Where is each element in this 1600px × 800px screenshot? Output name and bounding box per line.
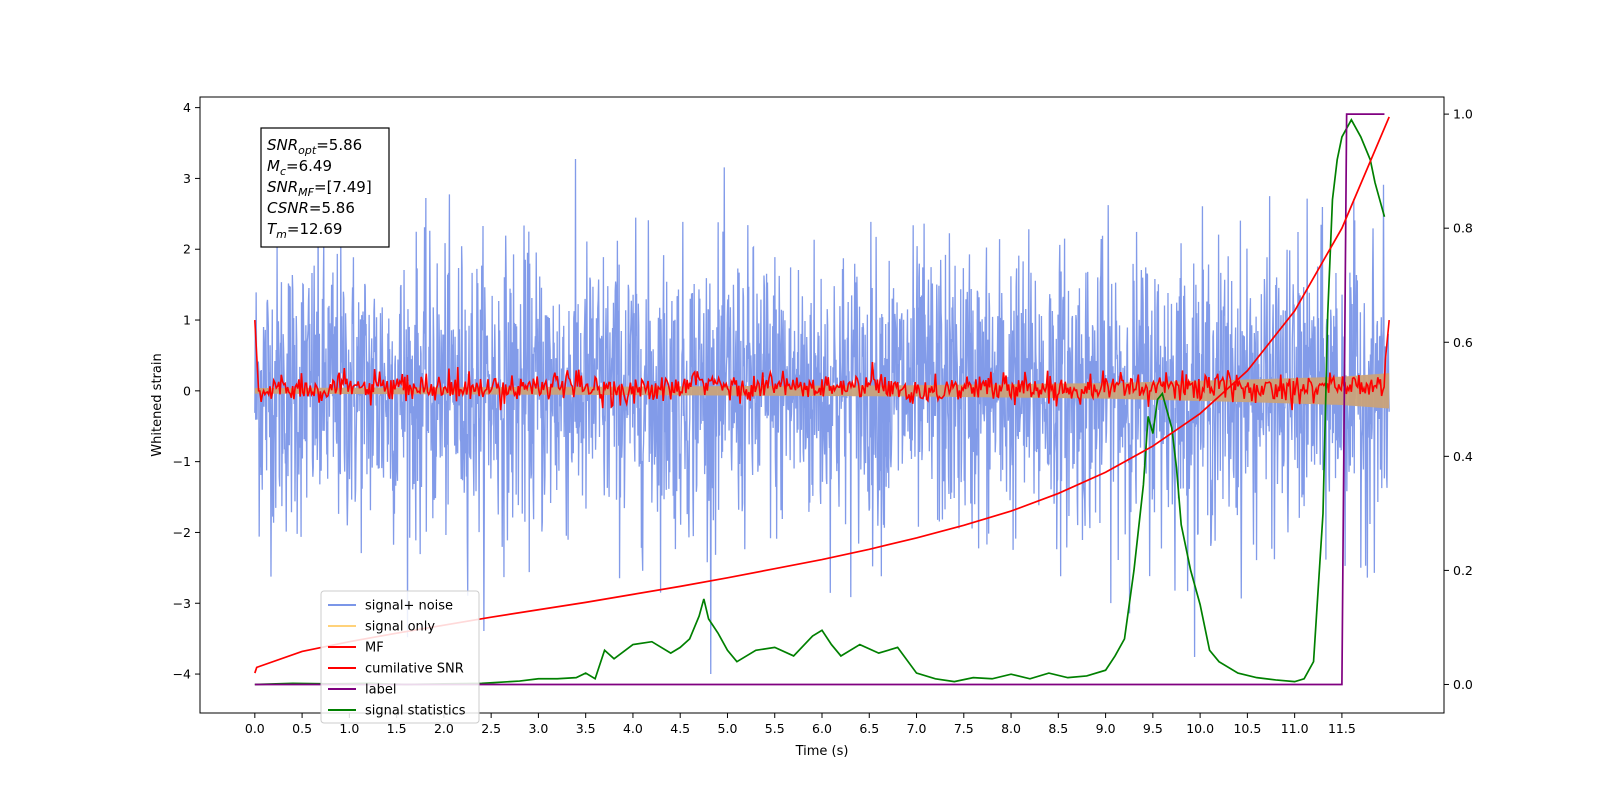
y-tick-label-left: 4 — [183, 100, 191, 115]
x-tick-label: 4.0 — [623, 721, 643, 736]
annotation-line: SNRMF=[7.49] — [267, 178, 372, 199]
y-axis-label: Whitened strain — [150, 353, 165, 456]
x-tick-label: 9.0 — [1096, 721, 1116, 736]
y-tick-label-right: 1.0 — [1453, 107, 1473, 122]
annotation-line: CSNR=5.86 — [267, 199, 355, 217]
annotation-line: SNRopt=5.86 — [267, 136, 362, 157]
legend-label: signal+ noise — [365, 599, 453, 614]
x-tick-label: 3.5 — [576, 721, 596, 736]
x-tick-label: 6.5 — [859, 721, 879, 736]
x-tick-label: 11.5 — [1328, 721, 1356, 736]
y-tick-label-left: −4 — [173, 667, 191, 682]
x-tick-label: 8.0 — [1001, 721, 1021, 736]
y-tick-label-left: −2 — [173, 525, 191, 540]
y-tick-label-left: 3 — [183, 171, 191, 186]
annotation-line: Tm=12.69 — [267, 220, 342, 241]
series-label — [254, 113, 1385, 686]
legend-label: cumilative SNR — [365, 662, 464, 677]
x-tick-label: 5.0 — [718, 721, 738, 736]
y-tick-label-right: 0.2 — [1453, 563, 1473, 578]
x-tick-label: 10.5 — [1233, 721, 1261, 736]
x-tick-label: 0.5 — [292, 721, 312, 736]
y-tick-label-left: −3 — [173, 596, 191, 611]
y-tick-label-right: 0.0 — [1453, 677, 1473, 692]
y-tick-label-right: 0.8 — [1453, 221, 1473, 236]
x-tick-label: 0.0 — [245, 721, 265, 736]
annotation-line: Mc=6.49 — [267, 157, 332, 178]
x-tick-label: 7.0 — [907, 721, 927, 736]
x-tick-label: 1.5 — [387, 721, 407, 736]
legend-label: label — [365, 683, 396, 698]
y-tick-label-left: −1 — [173, 454, 191, 469]
legend: signal+ noise signal only MF cumilative SNR… — [320, 590, 480, 724]
series-mf — [254, 319, 1390, 411]
x-tick-label: 11.0 — [1281, 721, 1309, 736]
x-tick-label: 10.0 — [1186, 721, 1214, 736]
y-tick-label-left: 1 — [183, 313, 191, 328]
x-tick-label: 5.5 — [765, 721, 785, 736]
x-tick-label: 2.5 — [481, 721, 501, 736]
y-tick-label-left: 0 — [183, 383, 191, 398]
x-tick-label: 4.5 — [670, 721, 690, 736]
x-axis-label: Time (s) — [795, 744, 849, 759]
x-tick-label: 7.5 — [954, 721, 974, 736]
y-tick-label-right: 0.6 — [1453, 335, 1473, 350]
legend-label: signal only — [365, 620, 435, 635]
x-tick-label: 9.5 — [1143, 721, 1163, 736]
x-tick-label: 8.5 — [1048, 721, 1068, 736]
y-tick-label-left: 2 — [183, 242, 191, 257]
x-tick-label: 2.0 — [434, 721, 454, 736]
x-tick-label: 3.0 — [528, 721, 548, 736]
series-signal-statistics — [254, 118, 1386, 686]
legend-label: signal statistics — [365, 704, 466, 719]
x-tick-label: 6.0 — [812, 721, 832, 736]
legend-label: MF — [365, 641, 384, 656]
y-tick-label-right: 0.4 — [1453, 449, 1473, 464]
series-signal-only — [254, 373, 1390, 409]
x-tick-label: 1.0 — [339, 721, 359, 736]
